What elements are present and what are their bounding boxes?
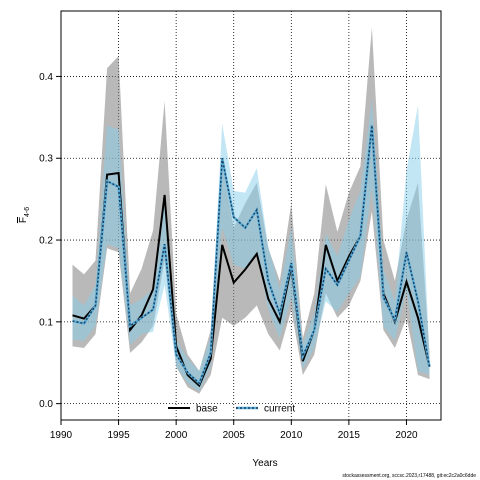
x-tick-label: 2020 [395, 430, 418, 441]
y-tick-label: 0.0 [39, 399, 53, 410]
legend-label-base: base [196, 404, 218, 415]
y-axis-ticks: 0.0 0.1 0.2 0.3 0.4 [39, 72, 61, 410]
x-tick-label: 1990 [50, 430, 73, 441]
x-axis-title: Years [252, 458, 277, 469]
plot-frame [60, 10, 442, 421]
band-current [72, 99, 430, 392]
y-tick-label: 0.2 [39, 236, 53, 247]
series-lines [72, 125, 431, 388]
footnote: stockassessment.org, sccsc.2023,r17488, … [342, 473, 476, 479]
y-tick-label: 0.3 [39, 154, 53, 165]
confidence-bands [72, 27, 430, 394]
legend-label-current: current [264, 404, 295, 415]
x-tick-label: 2015 [338, 430, 361, 441]
y-tick-label: 0.4 [39, 72, 53, 83]
x-tick-label: 2010 [280, 430, 303, 441]
y-axis-title-subscript: 4-6 [24, 207, 31, 217]
x-tick-label: 2005 [223, 430, 246, 441]
y-axis-title: F4-6 [18, 207, 31, 223]
x-tick-label: 2000 [165, 430, 188, 441]
legend: base current [168, 404, 295, 415]
y-axis-title-main: F [18, 217, 29, 223]
x-tick-label: 1995 [107, 430, 130, 441]
series-line-current [72, 125, 431, 385]
y-axis-title-group: F4-6 [18, 207, 31, 223]
x-axis-ticks: 1990 1995 2000 2005 2010 2015 2020 [50, 420, 418, 441]
y-tick-label: 0.1 [39, 317, 53, 328]
